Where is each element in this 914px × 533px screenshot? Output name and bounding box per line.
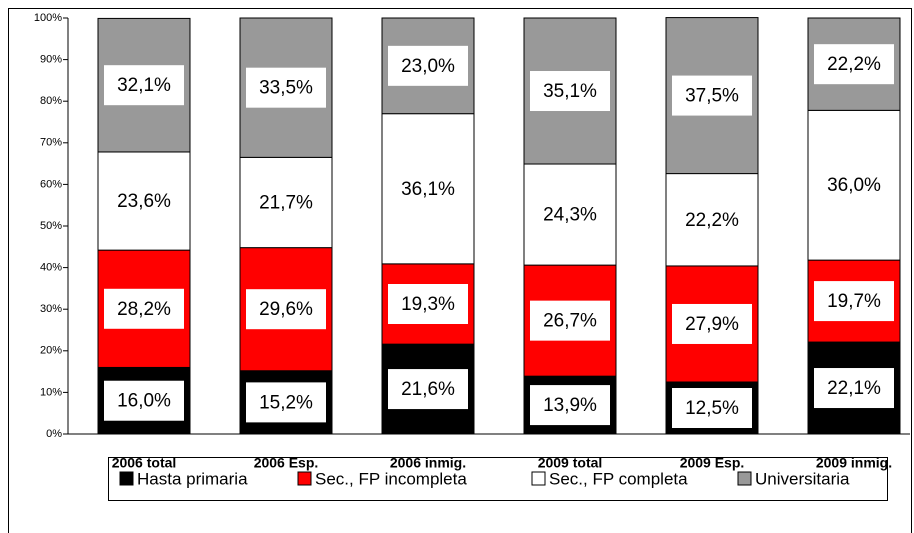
- y-tick-label: 60%: [40, 178, 62, 190]
- legend-swatch: [531, 471, 546, 486]
- legend-box: [108, 457, 888, 501]
- x-tick-label: 2009 inmig.: [816, 455, 892, 471]
- data-label-box: [814, 281, 894, 322]
- data-label: 36,0%: [827, 175, 881, 196]
- y-tick-label: 20%: [40, 345, 62, 357]
- data-label: 37,5%: [685, 86, 739, 107]
- data-label: 26,7%: [543, 311, 597, 332]
- data-label-box: [246, 289, 326, 330]
- data-label-box: [672, 303, 752, 344]
- data-label: 36,1%: [401, 179, 455, 200]
- data-label-box: [388, 45, 468, 86]
- data-label-box: [672, 388, 752, 428]
- data-label: 19,3%: [401, 294, 455, 315]
- x-tick-label: 2006 inmig.: [390, 455, 466, 471]
- data-label: 23,0%: [401, 56, 455, 77]
- data-label: 27,9%: [685, 314, 739, 335]
- data-label-box: [104, 288, 184, 329]
- data-label: 21,7%: [259, 193, 313, 214]
- data-label-box: [104, 65, 184, 106]
- data-label: 13,9%: [543, 395, 597, 416]
- legend-swatch: [119, 471, 134, 486]
- data-label: 23,6%: [117, 191, 171, 212]
- data-label: 22,2%: [685, 210, 739, 231]
- data-label-box: [104, 181, 184, 222]
- data-label-box: [388, 168, 468, 209]
- y-tick-label: 50%: [40, 220, 62, 232]
- data-label-box: [672, 199, 752, 240]
- data-label-box: [672, 75, 752, 116]
- data-label-box: [530, 71, 610, 112]
- y-tick-label: 10%: [40, 386, 62, 398]
- data-label-box: [814, 165, 894, 206]
- x-tick-label: 2006 total: [112, 455, 177, 471]
- y-tick-label: 90%: [40, 54, 62, 66]
- data-label-box: [246, 382, 326, 423]
- data-label-box: [104, 380, 184, 421]
- data-label: 32,1%: [117, 75, 171, 96]
- x-tick-label: 2006 Esp.: [254, 455, 319, 471]
- data-label: 19,7%: [827, 291, 881, 312]
- legend-swatch: [297, 471, 312, 486]
- data-label-box: [530, 385, 610, 426]
- legend-swatch: [737, 471, 752, 486]
- y-tick-label: 70%: [40, 137, 62, 149]
- legend-label: Universitaria: [755, 469, 850, 488]
- y-tick-label: 80%: [40, 95, 62, 107]
- x-tick-label: 2009 Esp.: [680, 455, 745, 471]
- legend-label: Sec., FP incompleta: [315, 469, 467, 488]
- x-tick-label: 2009 total: [538, 455, 603, 471]
- y-tick-label: 100%: [34, 12, 62, 24]
- legend-label: Sec., FP completa: [549, 469, 688, 488]
- legend-label: Hasta primaria: [137, 469, 248, 488]
- data-label: 12,5%: [685, 398, 739, 419]
- data-label: 16,0%: [117, 391, 171, 412]
- data-label-box: [530, 300, 610, 341]
- data-label: 35,1%: [543, 81, 597, 102]
- data-label: 33,5%: [259, 78, 313, 99]
- y-tick-label: 30%: [40, 303, 62, 315]
- data-label: 29,6%: [259, 299, 313, 320]
- data-label-box: [388, 369, 468, 410]
- data-label: 15,2%: [259, 392, 313, 413]
- data-label-box: [814, 368, 894, 409]
- data-label: 21,6%: [401, 379, 455, 400]
- data-label-box: [246, 182, 326, 223]
- data-label: 22,1%: [827, 378, 881, 399]
- data-label: 24,3%: [543, 205, 597, 226]
- data-label: 22,2%: [827, 54, 881, 75]
- chart-frame: [8, 8, 912, 533]
- y-tick-label: 0%: [46, 428, 62, 440]
- data-label-box: [814, 44, 894, 85]
- data-label-box: [246, 67, 326, 108]
- data-label: 28,2%: [117, 299, 171, 320]
- y-tick-label: 40%: [40, 262, 62, 274]
- data-label-box: [388, 284, 468, 324]
- data-label-box: [530, 194, 610, 235]
